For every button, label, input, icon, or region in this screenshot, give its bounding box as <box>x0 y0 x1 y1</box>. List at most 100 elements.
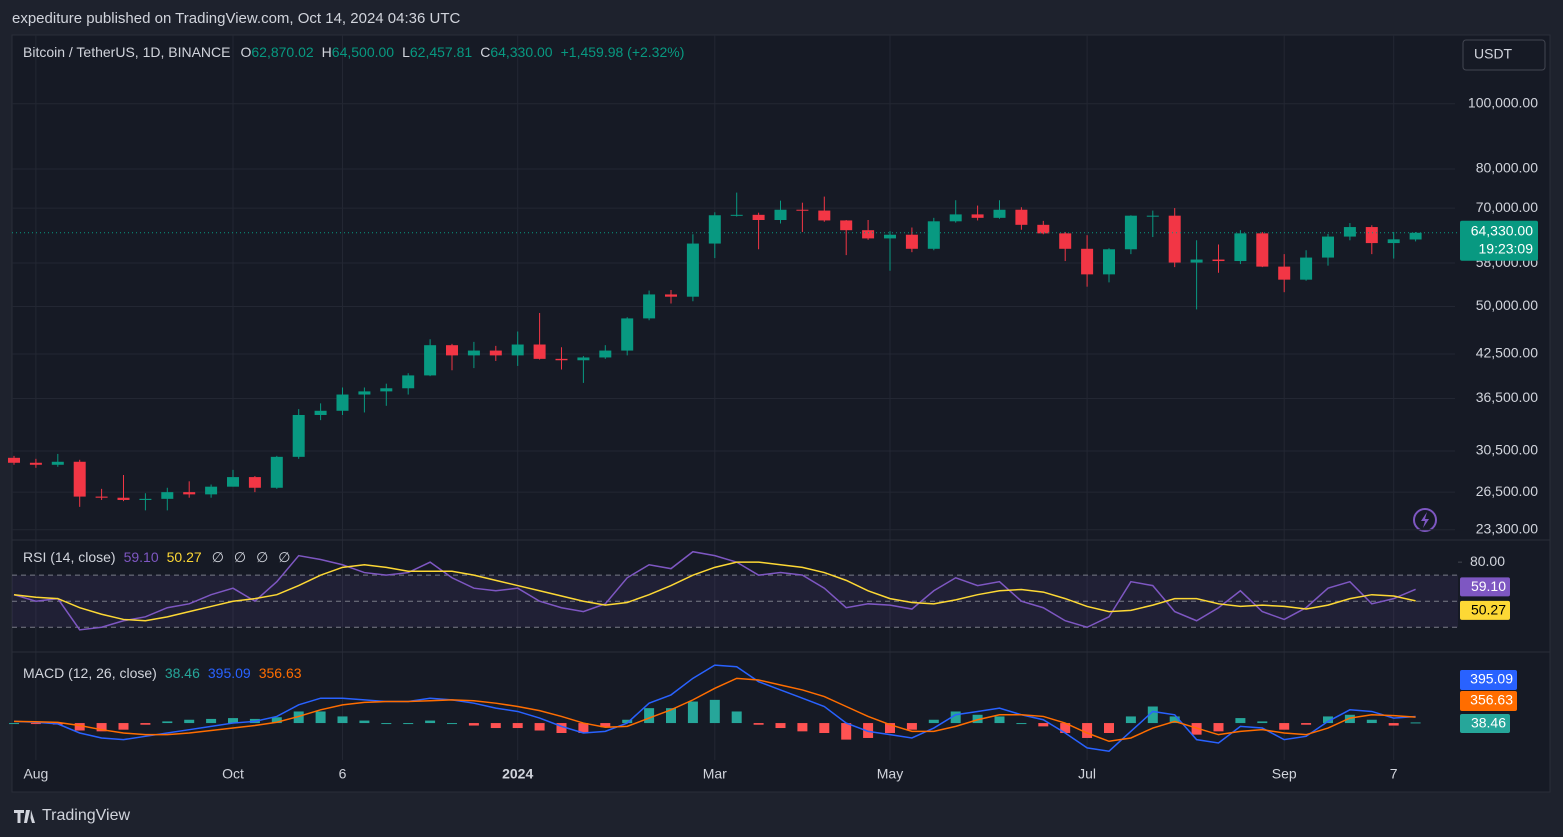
histogram-bar <box>1235 718 1245 723</box>
y-tick-label: 42,500.00 <box>1476 345 1538 361</box>
currency-label: USDT <box>1474 46 1513 62</box>
histogram-bar <box>754 723 764 725</box>
candle-body <box>402 375 414 388</box>
histogram-bar <box>776 723 786 728</box>
y-tick-label: 70,000.00 <box>1476 199 1538 215</box>
y-tick-label: 80.00 <box>1470 553 1505 569</box>
histogram-bar <box>1038 723 1048 726</box>
x-tick-label: Jul <box>1078 766 1096 782</box>
candle-body <box>1081 249 1093 275</box>
x-tick-label: Mar <box>703 766 727 782</box>
candle-body <box>731 215 743 216</box>
candle-body <box>884 235 896 239</box>
ohlc-key: L <box>402 44 410 60</box>
candle-body <box>796 210 808 211</box>
candle-body <box>139 499 151 500</box>
ohlc-value: 62,457.81 <box>410 44 472 60</box>
candle-body <box>293 415 305 457</box>
histogram-bar <box>491 723 501 728</box>
candle-body <box>1059 233 1071 248</box>
histogram-bar <box>1126 716 1136 723</box>
histogram-bar <box>425 721 435 723</box>
ohlc-key: H <box>322 44 332 60</box>
candle-body <box>534 345 546 359</box>
candle-body <box>665 294 677 296</box>
candle-body <box>1256 233 1268 266</box>
ohlc-key: O <box>240 44 251 60</box>
value-box-label: 38.46 <box>1471 715 1506 731</box>
x-tick-label: Sep <box>1272 766 1297 782</box>
legend-value: 38.46 <box>165 665 200 681</box>
candle-body <box>1322 237 1334 258</box>
candle-body <box>1015 210 1027 225</box>
na-label: ∅ <box>256 549 268 565</box>
candle-body <box>1125 216 1137 250</box>
candle-body <box>1234 233 1246 261</box>
candle-body <box>249 477 261 488</box>
indicator-title: RSI (14, close) <box>23 549 116 565</box>
candle-body <box>621 318 633 350</box>
value-box-label: 395.09 <box>1470 671 1513 687</box>
legend-value: 59.10 <box>124 549 159 565</box>
candle-body <box>30 463 42 465</box>
x-tick-label: Aug <box>23 766 48 782</box>
histogram-bar <box>469 723 479 725</box>
x-tick-label: 6 <box>339 766 347 782</box>
histogram-bar <box>688 702 698 724</box>
candle-body <box>994 210 1006 218</box>
candle-body <box>1147 216 1159 217</box>
candle-body <box>490 351 502 356</box>
candle-body <box>1344 227 1356 237</box>
histogram-bar <box>644 708 654 723</box>
na-label: ∅ <box>212 549 224 565</box>
y-tick-label: 50,000.00 <box>1476 297 1538 313</box>
histogram-bar <box>403 723 413 724</box>
histogram-bar <box>447 723 457 724</box>
candle-body <box>337 395 349 411</box>
ohlc-value: 64,500.00 <box>332 44 394 60</box>
histogram-bar <box>1257 721 1267 723</box>
candle-body <box>512 345 524 356</box>
histogram-bar <box>338 716 348 723</box>
histogram-bar <box>1411 722 1421 723</box>
candle-body <box>446 345 458 355</box>
candle-body <box>556 359 568 360</box>
candle-body <box>205 487 217 495</box>
candle-body <box>1366 227 1378 243</box>
histogram-bar <box>9 723 19 724</box>
histogram-bar <box>184 720 194 723</box>
candle-body <box>687 244 699 297</box>
candle-body <box>315 411 327 415</box>
na-label: ∅ <box>278 549 290 565</box>
legend-value: 356.63 <box>259 665 302 681</box>
candle-body <box>577 357 589 360</box>
candle-body <box>753 215 765 220</box>
candle-body <box>1037 225 1049 234</box>
histogram-bar <box>140 723 150 725</box>
y-tick-label: 80,000.00 <box>1476 160 1538 176</box>
histogram-bar <box>1389 723 1399 725</box>
symbol-legend: Bitcoin / TetherUS, 1D, BINANCEO62,870.0… <box>23 44 684 60</box>
value-box-label: 59.10 <box>1471 578 1506 594</box>
candle-body <box>906 235 918 249</box>
last-price-label: 64,330.00 <box>1471 222 1533 238</box>
y-tick-label: 30,500.00 <box>1476 442 1538 458</box>
candle-body <box>1410 233 1422 240</box>
y-tick-label: 36,500.00 <box>1476 389 1538 405</box>
candle-body <box>468 351 480 356</box>
histogram-bar <box>513 723 523 728</box>
candle-body <box>840 220 852 230</box>
x-tick-label: Oct <box>222 766 244 782</box>
candle-body <box>709 215 721 243</box>
ohlc-value: 62,870.02 <box>251 44 313 60</box>
candle-body <box>643 294 655 318</box>
candle-body <box>1388 239 1400 243</box>
histogram-bar <box>819 723 829 733</box>
histogram-bar <box>710 700 720 723</box>
candle-body <box>818 211 830 221</box>
value-box-label: 50.27 <box>1471 602 1506 618</box>
value-box-label: 356.63 <box>1470 692 1513 708</box>
candle-body <box>1169 216 1181 263</box>
histogram-bar <box>995 716 1005 723</box>
